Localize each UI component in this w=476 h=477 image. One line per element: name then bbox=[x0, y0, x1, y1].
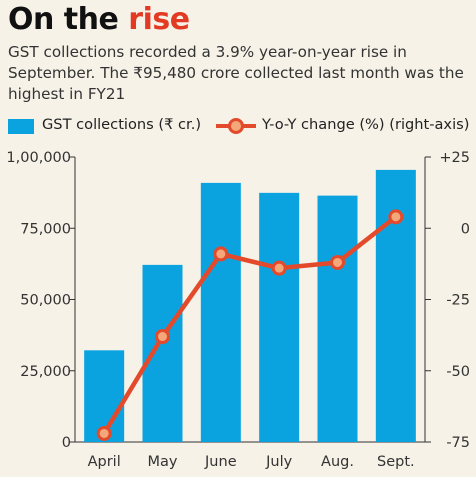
x-tick-label: April bbox=[88, 454, 121, 470]
x-tick-label: Sept. bbox=[377, 454, 415, 470]
legend-bar-label: GST collections (₹ cr.) bbox=[42, 116, 202, 133]
page-title: On the rise bbox=[8, 2, 190, 37]
title-accent: rise bbox=[128, 2, 190, 37]
y-left-tick-label: 1,00,000 bbox=[6, 150, 71, 166]
x-tick-label: July bbox=[265, 454, 292, 470]
x-tick-label: Aug. bbox=[321, 454, 354, 470]
chart-subtitle: GST collections recorded a 3.9% year-on-… bbox=[8, 43, 464, 103]
x-tick-label: June bbox=[204, 454, 237, 470]
bar-aug bbox=[317, 195, 358, 442]
yoy-change-line bbox=[102, 215, 398, 435]
y-left-tick-label: 0 bbox=[62, 435, 71, 451]
y-left-tick-label: 50,000 bbox=[20, 293, 71, 309]
yoy-point-aug bbox=[330, 254, 345, 270]
y-right-tick-label: -75 bbox=[446, 435, 470, 451]
y-right-tick-label: 0 bbox=[461, 221, 470, 237]
yoy-point-april bbox=[96, 425, 112, 441]
yoy-point-may bbox=[155, 329, 170, 345]
chart-legend: GST collections (₹ cr.) Y-o-Y change (%)… bbox=[8, 116, 473, 136]
x-tick-label: May bbox=[148, 454, 178, 470]
yoy-point-sept bbox=[388, 209, 404, 225]
bar-july bbox=[259, 192, 300, 442]
title-main: On the bbox=[8, 2, 129, 37]
y-right-tick-label: -25 bbox=[446, 293, 470, 309]
bar-june bbox=[200, 182, 241, 443]
y-right-tick-label: -50 bbox=[446, 364, 470, 380]
yoy-point-july bbox=[271, 260, 287, 276]
legend-line-label: Y-o-Y change (%) (right-axis) bbox=[262, 116, 470, 133]
y-left-tick-label: 25,000 bbox=[20, 364, 71, 380]
yoy-point-june bbox=[213, 246, 229, 262]
y-left-tick-label: 75,000 bbox=[20, 221, 71, 237]
legend-line-swatch bbox=[216, 118, 256, 134]
y-right-tick-label: +25 bbox=[439, 150, 470, 166]
legend-bar-swatch bbox=[8, 119, 34, 134]
bar-may bbox=[142, 264, 183, 442]
